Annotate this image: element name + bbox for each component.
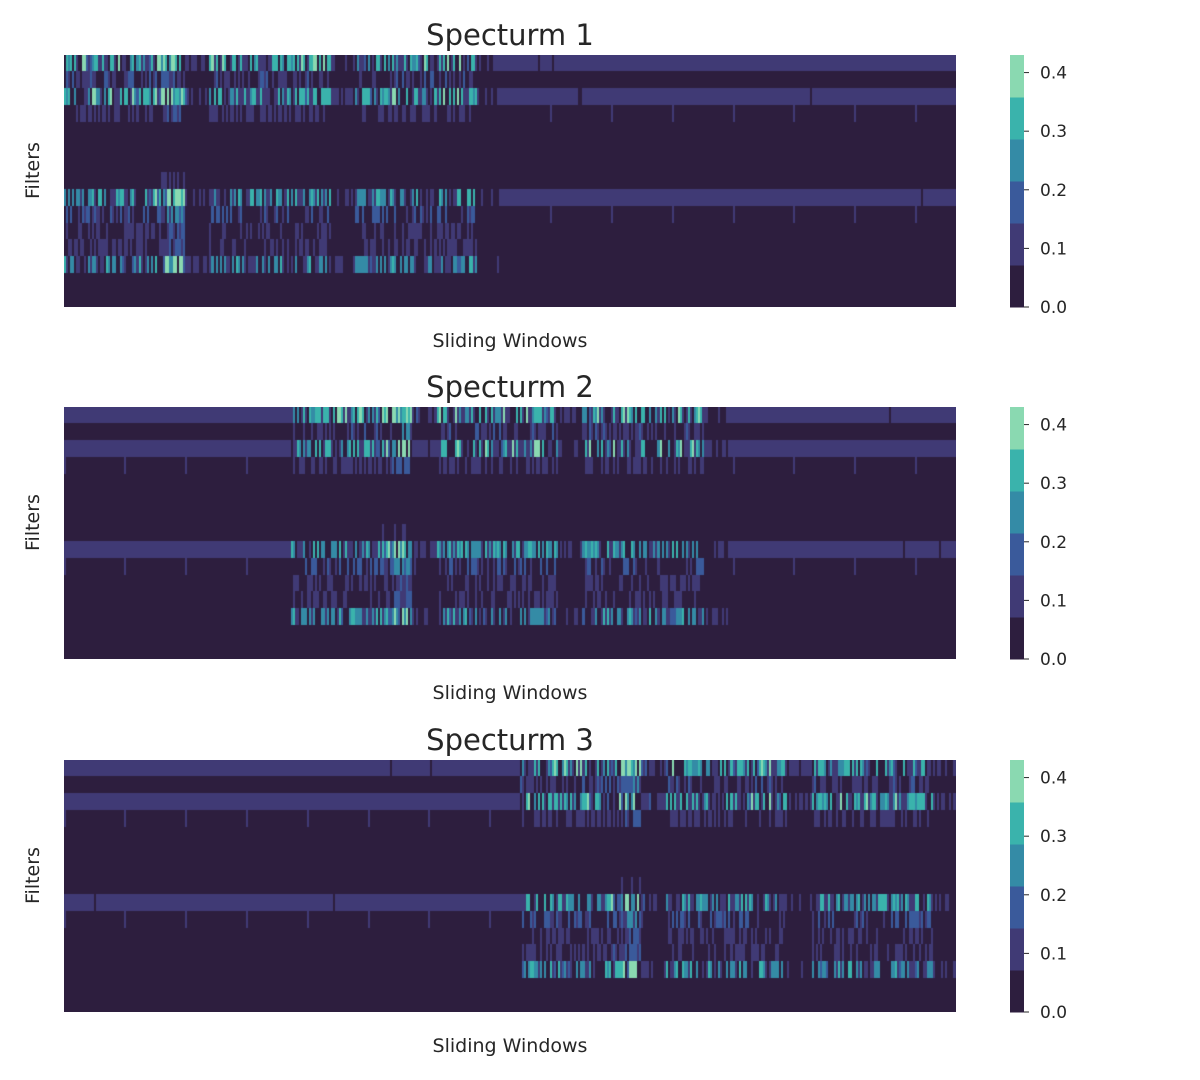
y-axis-label: Filters	[22, 847, 44, 904]
x-axis-label: Sliding Windows	[432, 682, 588, 704]
chart-title: Specturm 2	[426, 370, 594, 404]
heatmap-panel-1: Specturm 1 Filters 0.0 0.1 0.2 0.3 0.4 Slidi…	[0, 0, 1200, 352]
chart-title: Specturm 3	[426, 723, 594, 757]
y-axis-label: Filters	[22, 494, 44, 551]
heatmap-panel-2: Specturm 2 Filters 0.0 0.1 0.2 0.3 0.4 Slidi…	[0, 352, 1200, 704]
colorbar-tick-label: 0.2	[1040, 533, 1067, 553]
colorbar-segment	[1010, 97, 1024, 140]
heatmap-canvas	[64, 407, 956, 659]
colorbar: 0.0 0.1 0.2 0.3 0.4	[1010, 760, 1067, 1023]
colorbar-tick-label: 0.2	[1040, 886, 1067, 906]
colorbar-segment	[1010, 617, 1024, 660]
colorbar-segment	[1010, 886, 1024, 929]
colorbar-tick-label: 0.0	[1040, 1003, 1067, 1023]
colorbar-segment	[1010, 928, 1024, 971]
heatmap-canvas	[64, 55, 956, 307]
colorbar-segment	[1010, 139, 1024, 182]
x-axis-label: Sliding Windows	[432, 330, 588, 352]
colorbar-segment	[1010, 491, 1024, 534]
colorbar-tick-label: 0.1	[1040, 944, 1067, 964]
colorbar-tick-label: 0.4	[1040, 769, 1067, 789]
colorbar-tick-label: 0.4	[1040, 416, 1067, 436]
y-axis-label: Filters	[22, 142, 44, 199]
colorbar: 0.0 0.1 0.2 0.3 0.4	[1010, 407, 1067, 670]
colorbar: 0.0 0.1 0.2 0.3 0.4	[1010, 55, 1067, 318]
colorbar-tick-label: 0.3	[1040, 474, 1067, 494]
x-axis-label: Sliding Windows	[432, 1035, 588, 1057]
colorbar-tick-label: 0.4	[1040, 64, 1067, 84]
colorbar-tick-label: 0.3	[1040, 827, 1067, 847]
colorbar-tick-label: 0.2	[1040, 181, 1067, 201]
colorbar-segment	[1010, 181, 1024, 224]
colorbar-tick-label: 0.1	[1040, 591, 1067, 611]
colorbar-tick-label: 0.3	[1040, 122, 1067, 142]
colorbar-segment	[1010, 844, 1024, 887]
heatmap-canvas	[64, 760, 956, 1012]
colorbar-segment	[1010, 265, 1024, 308]
chart-title: Specturm 1	[426, 18, 594, 52]
colorbar-segment	[1010, 407, 1024, 450]
colorbar-tick-label: 0.1	[1040, 239, 1067, 259]
colorbar-tick-label: 0.0	[1040, 298, 1067, 318]
colorbar-segment	[1010, 533, 1024, 576]
colorbar-segment	[1010, 223, 1024, 266]
colorbar-tick-label: 0.0	[1040, 650, 1067, 670]
colorbar-segment	[1010, 449, 1024, 492]
colorbar-segment	[1010, 970, 1024, 1013]
colorbar-segment	[1010, 55, 1024, 98]
colorbar-segment	[1010, 802, 1024, 845]
heatmap-panel-3: Specturm 3 Filters 0.0 0.1 0.2 0.3 0.4 Slidi…	[0, 705, 1200, 1057]
colorbar-segment	[1010, 760, 1024, 803]
colorbar-segment	[1010, 575, 1024, 618]
